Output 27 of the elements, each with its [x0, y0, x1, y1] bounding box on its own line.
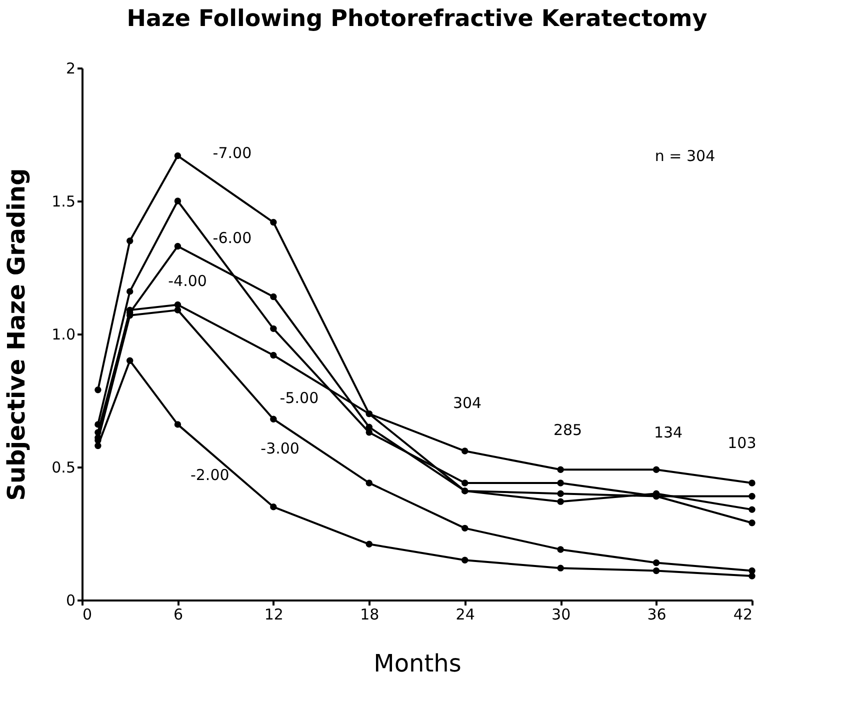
series-label: -2.00	[190, 466, 230, 484]
series-label: -4.00	[168, 272, 207, 290]
annotation: n = 304	[654, 146, 716, 165]
y-axis-title: Subjective Haze Grading	[2, 168, 31, 501]
series-label: -6.00	[212, 229, 252, 248]
x-tick-label: 24	[456, 606, 475, 624]
x-tick-label: 6	[173, 606, 183, 624]
y-tick-label: 0	[66, 592, 76, 610]
annotation: 103	[728, 434, 756, 452]
y-tick-label: 1.5	[52, 192, 76, 210]
annotation: 285	[553, 420, 582, 439]
y-tick-label: 0.5	[52, 458, 76, 476]
x-tick-label: 0	[82, 606, 92, 624]
series-label: -5.00	[280, 388, 319, 407]
x-tick-label: 12	[264, 606, 284, 624]
series-label: -3.00	[260, 439, 300, 458]
annotation: 304	[452, 394, 482, 412]
y-tick-label: 2	[66, 60, 76, 78]
x-tick-label: 30	[552, 606, 571, 624]
series-label: -7.00	[212, 144, 252, 162]
annotation: 134	[654, 423, 683, 442]
chart-title: Haze Following Photorefractive Keratectomy	[126, 6, 708, 32]
x-tick-label: 36	[647, 606, 666, 624]
y-tick-label: 1.0	[52, 326, 76, 344]
x-tick-label: 18	[360, 606, 380, 624]
x-axis-title: Months	[374, 650, 462, 678]
x-tick-label: 42	[733, 606, 752, 624]
